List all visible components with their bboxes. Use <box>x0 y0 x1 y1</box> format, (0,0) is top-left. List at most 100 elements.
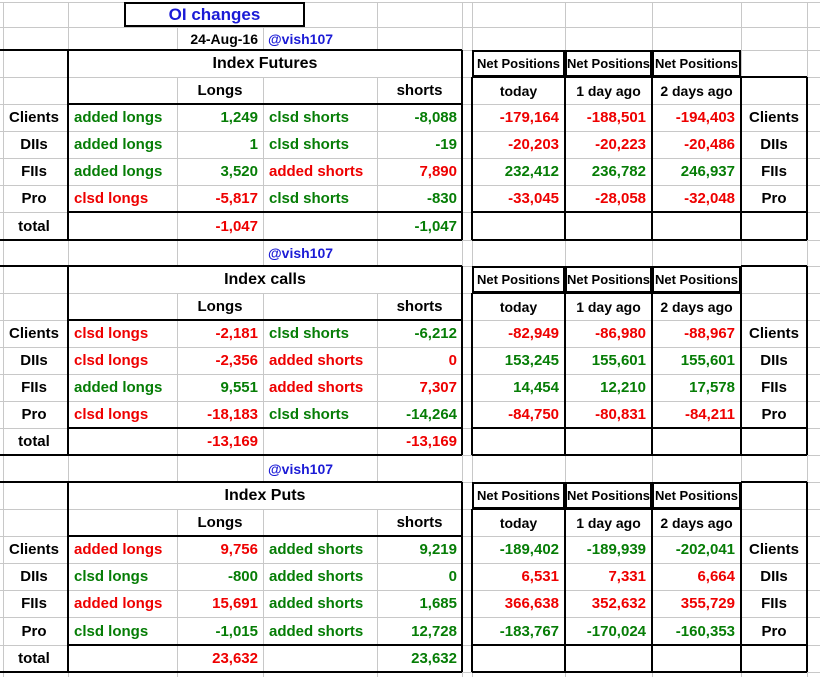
gridline <box>0 77 820 78</box>
gridline <box>377 2 378 677</box>
border-line <box>68 103 462 105</box>
short-value-cell: 7,307 <box>419 379 457 396</box>
net-value-cell: 153,245 <box>504 352 559 369</box>
gridline <box>0 617 820 618</box>
net-positions-header: Net Positions <box>652 266 741 293</box>
short-value-cell: -19 <box>435 136 457 153</box>
net-value-cell: 14,454 <box>513 379 559 396</box>
gridline <box>0 401 820 402</box>
net-value-cell: 236,782 <box>591 163 646 180</box>
border-line <box>651 77 653 240</box>
border-line <box>471 509 473 672</box>
short-value-cell: -14,264 <box>406 406 457 423</box>
total-label: total <box>18 217 50 235</box>
border-line <box>472 454 807 456</box>
row-label-right: Clients <box>748 325 799 342</box>
net-value-cell: 155,601 <box>680 352 735 369</box>
net-positions-header: Net Positions <box>472 266 565 293</box>
border-line <box>806 482 808 672</box>
section-title-index-calls: Index calls <box>68 266 462 293</box>
row-label: Pro <box>21 406 47 423</box>
net-value-cell: -188,501 <box>586 109 646 126</box>
border-line <box>472 211 807 213</box>
short-value-cell: 0 <box>448 352 457 369</box>
shorts-header: shorts <box>396 82 443 99</box>
border-line <box>68 644 462 646</box>
row-label: Pro <box>21 190 47 207</box>
period-header-0: today <box>499 82 538 99</box>
long-value-cell: -1,015 <box>215 622 258 640</box>
longs-header: Longs <box>197 514 243 531</box>
net-value-cell: -183,767 <box>499 622 559 640</box>
net-value-cell: -32,048 <box>684 190 735 207</box>
short-value-cell: 1,685 <box>419 595 457 612</box>
border-line <box>564 77 566 240</box>
net-value-cell: -194,403 <box>675 109 735 126</box>
row-label: Clients <box>8 109 59 126</box>
short-action-cell: clsd shorts <box>269 109 350 126</box>
short-action-cell: clsd shorts <box>269 190 350 207</box>
net-positions-header: Net Positions <box>472 50 565 77</box>
period-header-1: 1 day ago <box>576 514 641 531</box>
border-line <box>651 509 653 672</box>
border-line <box>472 239 807 241</box>
long-value-cell: -2,356 <box>215 352 258 369</box>
border-line <box>806 266 808 455</box>
net-value-cell: -28,058 <box>595 190 646 207</box>
row-label: DIIs <box>20 136 48 153</box>
net-value-cell: 246,937 <box>680 163 735 180</box>
report-date: 24-Aug-16 <box>190 30 258 47</box>
row-label-right: FIIs <box>761 163 787 180</box>
period-header-2: 2 days ago <box>660 298 733 315</box>
sheet-title: OI changes <box>124 2 305 27</box>
long-value-cell: -5,817 <box>215 190 258 207</box>
net-value-cell: -33,045 <box>508 190 559 207</box>
long-action-cell: clsd longs <box>74 568 149 585</box>
period-header-0: today <box>499 514 538 531</box>
net-value-cell: -84,211 <box>684 406 735 423</box>
net-value-cell: -86,980 <box>595 325 646 342</box>
short-action-cell: added shorts <box>269 352 364 369</box>
border-line <box>68 319 462 321</box>
short-value-cell: 12,728 <box>411 622 457 640</box>
row-label: FIIs <box>21 379 47 396</box>
gridline <box>177 2 178 677</box>
short-value-cell: -6,212 <box>414 325 457 342</box>
row-label-right: DIIs <box>760 352 788 369</box>
gridline <box>263 2 264 677</box>
border-line <box>472 508 741 510</box>
net-positions-header: Net Positions <box>565 50 652 77</box>
net-value-cell: 352,632 <box>591 595 646 612</box>
gridline <box>0 563 820 564</box>
net-positions-header: Net Positions <box>652 50 741 77</box>
net-value-cell: 7,331 <box>608 568 646 585</box>
long-value-cell: -2,181 <box>215 325 258 342</box>
long-action-cell: clsd longs <box>74 406 149 423</box>
longs-header: Longs <box>197 82 243 99</box>
net-value-cell: 6,664 <box>697 568 735 585</box>
row-label-right: DIIs <box>760 136 788 153</box>
long-action-cell: clsd longs <box>74 352 149 369</box>
border-line <box>806 77 808 240</box>
row-label-right: FIIs <box>761 595 787 612</box>
total-long-value: 23,632 <box>212 650 258 667</box>
short-action-cell: clsd shorts <box>269 325 350 342</box>
long-value-cell: 15,691 <box>212 595 258 612</box>
total-long-value: -13,169 <box>207 433 258 450</box>
total-short-value: 23,632 <box>411 650 457 667</box>
row-label: FIIs <box>21 595 47 612</box>
section-title-index-puts: Index Puts <box>68 482 462 509</box>
row-label: DIIs <box>20 568 48 585</box>
short-action-cell: clsd shorts <box>269 136 350 153</box>
row-label-right: DIIs <box>760 568 788 585</box>
short-value-cell: -8,088 <box>414 109 457 126</box>
row-label-right: Pro <box>761 190 787 207</box>
short-action-cell: added shorts <box>269 568 364 585</box>
net-value-cell: -189,939 <box>586 541 646 558</box>
short-action-cell: added shorts <box>269 379 364 396</box>
gridline <box>3 2 4 677</box>
border-line <box>740 77 742 240</box>
short-value-cell: -830 <box>426 190 457 207</box>
short-value-cell: 9,219 <box>419 541 457 558</box>
short-action-cell: added shorts <box>269 622 364 640</box>
